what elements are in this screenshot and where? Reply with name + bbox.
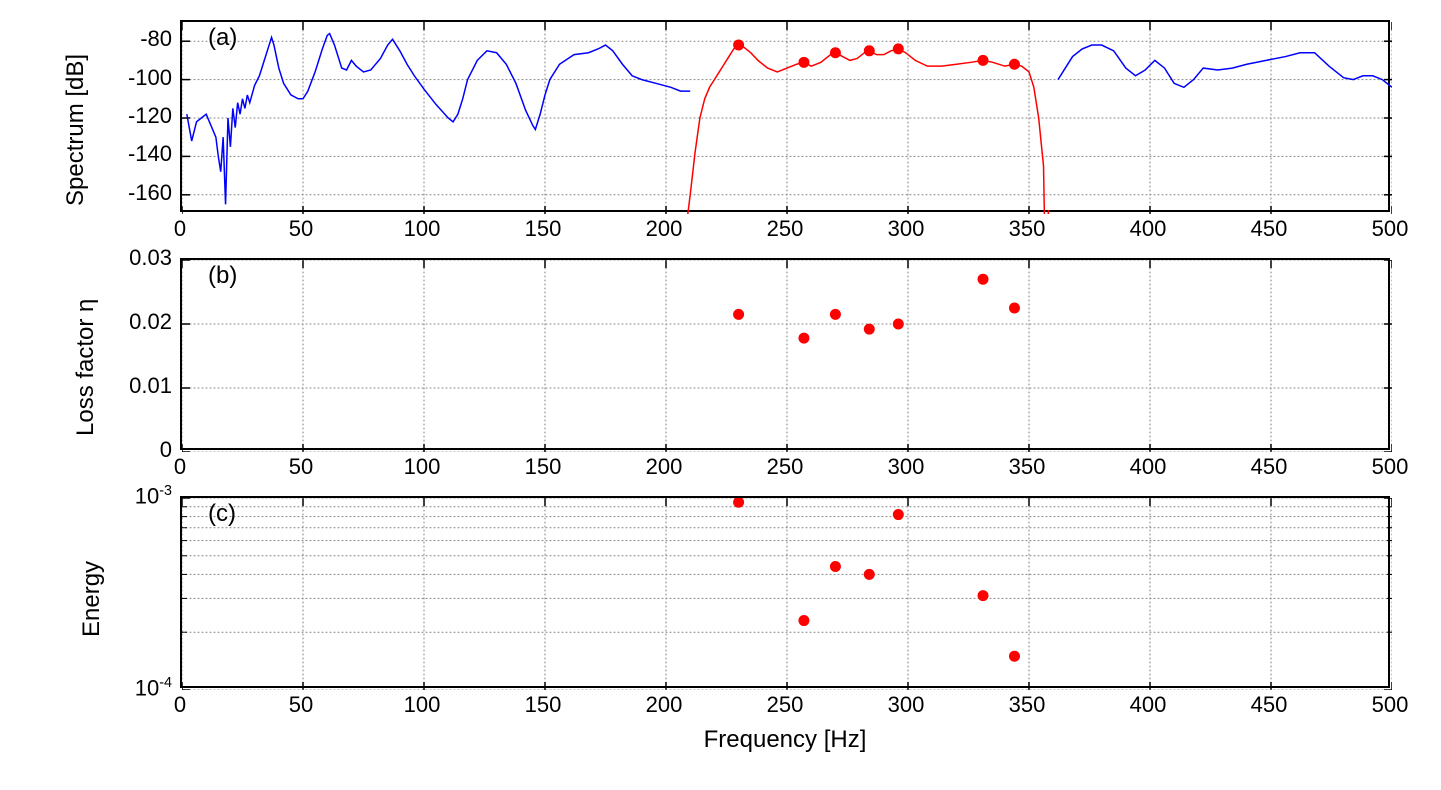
panel-c-svg xyxy=(182,498,1392,690)
panel-a-xtick-label: 350 xyxy=(1009,216,1046,242)
panel-a-ytick-label: -80 xyxy=(140,26,172,52)
panel-c-xtick-label: 350 xyxy=(1009,692,1046,718)
panel-b-xtick-label: 150 xyxy=(525,454,562,480)
panel-b-xtick-label: 50 xyxy=(289,454,313,480)
panel-a-ytick-label: -160 xyxy=(128,180,172,206)
panel-b-ytick-label: 0 xyxy=(160,437,172,463)
panel-c-letter: (c) xyxy=(208,500,236,528)
panel-a-xtick-label: 100 xyxy=(404,216,441,242)
x-axis-label: Frequency [Hz] xyxy=(704,726,867,754)
panel-b-xtick-label: 500 xyxy=(1372,454,1409,480)
panel-a-svg xyxy=(182,22,1392,214)
panel-a-xtick-label: 450 xyxy=(1251,216,1288,242)
panel-a-xtick-label: 500 xyxy=(1372,216,1409,242)
panel-b-ytick-label: 0.01 xyxy=(129,373,172,399)
panel-a-xtick-label: 400 xyxy=(1130,216,1167,242)
panel-c-xtick-label: 150 xyxy=(525,692,562,718)
panel-b: (b) xyxy=(180,258,1390,450)
panel-a-xtick-label: 250 xyxy=(767,216,804,242)
panel-c-xtick-label: 250 xyxy=(767,692,804,718)
panel-b-xtick-label: 250 xyxy=(767,454,804,480)
panel-b-xtick-label: 0 xyxy=(174,454,186,480)
panel-c-xtick-label: 0 xyxy=(174,692,186,718)
panel-b-letter: (b) xyxy=(208,262,237,290)
panel-a-xtick-label: 150 xyxy=(525,216,562,242)
panel-b-xtick-label: 450 xyxy=(1251,454,1288,480)
panel-c: (c) xyxy=(180,496,1390,688)
panel-c-ytick-label: 10-4 xyxy=(135,675,172,701)
panel-c-xtick-label: 50 xyxy=(289,692,313,718)
panel-a-xtick-label: 300 xyxy=(888,216,925,242)
panel-c-ylabel: Energy xyxy=(78,561,106,637)
panel-a-ytick-label: -140 xyxy=(128,141,172,167)
panel-a: (a) xyxy=(180,20,1390,212)
panel-c-xtick-label: 300 xyxy=(888,692,925,718)
panel-c-xtick-label: 500 xyxy=(1372,692,1409,718)
panel-c-ytick-label: 10-3 xyxy=(135,483,172,509)
panel-b-svg xyxy=(182,260,1392,452)
panel-a-ytick-label: -100 xyxy=(128,65,172,91)
panel-b-xtick-label: 350 xyxy=(1009,454,1046,480)
panel-c-xtick-label: 100 xyxy=(404,692,441,718)
figure-wrap: (a) Spectrum [dB] (b) Loss factor η (c) … xyxy=(0,0,1441,790)
panel-c-xtick-label: 400 xyxy=(1130,692,1167,718)
panel-b-xtick-label: 200 xyxy=(646,454,683,480)
panel-a-xtick-label: 0 xyxy=(174,216,186,242)
panel-b-xtick-label: 100 xyxy=(404,454,441,480)
panel-b-ytick-label: 0.02 xyxy=(129,309,172,335)
panel-b-xtick-label: 400 xyxy=(1130,454,1167,480)
panel-a-xtick-label: 200 xyxy=(646,216,683,242)
panel-c-xtick-label: 200 xyxy=(646,692,683,718)
panel-a-ylabel: Spectrum [dB] xyxy=(62,54,90,206)
panel-b-xtick-label: 300 xyxy=(888,454,925,480)
panel-b-ytick-label: 0.03 xyxy=(129,245,172,271)
panel-a-xtick-label: 50 xyxy=(289,216,313,242)
panel-c-xtick-label: 450 xyxy=(1251,692,1288,718)
panel-a-ytick-label: -120 xyxy=(128,103,172,129)
panel-b-ylabel: Loss factor η xyxy=(72,299,100,436)
panel-a-letter: (a) xyxy=(208,24,237,52)
